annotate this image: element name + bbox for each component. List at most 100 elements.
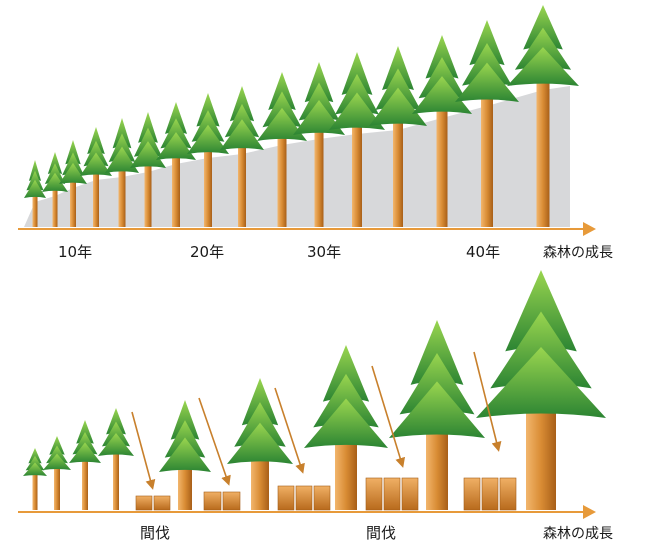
thinning-label-1: 間伐 [140,524,170,542]
tree-trunk [54,462,60,510]
tree-foliage-tier [138,112,158,143]
tree [304,345,388,510]
tree-foliage-tier [389,381,485,438]
tree-foliage-tier [229,86,255,122]
tree-foliage-tier [49,436,65,455]
tree-trunk [82,455,88,510]
tree [23,448,47,510]
tree-trunk [93,168,99,227]
tree-trunk [526,410,556,510]
top-axis-arrowhead [583,222,596,236]
tree-foliage-tier [112,118,132,149]
tree-trunk [144,160,152,227]
bottom-panel: 間伐 間伐 森林の成長 [18,270,613,542]
tree-foliage-tier [156,132,196,160]
log-block [153,495,171,511]
tree-foliage-tier [59,162,87,184]
tree-foliage-tier [76,420,94,444]
tree-foliage-tier [159,437,211,472]
tree [105,118,139,227]
tree-foliage-tier [425,35,459,79]
tree-trunk [314,127,324,227]
year-label-10: 10年 [58,243,92,261]
tree [227,378,293,510]
tree [43,436,71,510]
tree-foliage-tier [165,102,187,134]
log-block [401,477,419,511]
thinning-arrow [198,397,231,486]
tree-foliage-tier [304,62,334,103]
tree-trunk [70,176,76,227]
tree [80,127,112,227]
tree-trunk [118,165,126,227]
tree-trunk [335,440,357,510]
tree [455,20,519,227]
tree-trunk [172,152,180,227]
thinning-arrow [371,365,406,468]
log-block [277,485,295,511]
log-block [481,477,499,511]
tree-foliage-tier [187,124,229,154]
tree-foliage-tier [455,62,519,102]
log-block [463,477,481,511]
log-block [222,491,241,511]
log-block [499,477,517,511]
tree [69,420,101,510]
tree-trunk [251,456,269,510]
tree-foliage-tier [69,442,101,463]
log-block [135,495,153,511]
tree-foliage-tier [80,152,112,176]
tree-trunk [393,118,403,227]
tree-trunk [481,94,493,227]
thinning-label-2: 間伐 [366,524,396,542]
tree [24,160,46,227]
bottom-axis-arrowhead [583,505,596,519]
tree [389,320,485,510]
tree-trunk [277,133,287,227]
tree-foliage-tier [268,72,296,110]
tree-trunk [32,468,38,510]
tree-foliage-tier [507,47,579,86]
tree-foliage-tier [505,270,577,352]
tree-foliage-tier [241,378,279,426]
bottom-axis-label: 森林の成長 [543,526,613,542]
tree [159,400,211,510]
tree-trunk [352,122,362,227]
tree-foliage-tier [369,87,427,126]
thinning-arrow [473,351,502,452]
tree [369,46,427,227]
tree-trunk [426,430,448,510]
tree-foliage-tier [341,52,373,95]
tree-foliage-tier [42,172,68,192]
tree-foliage-tier [47,152,63,174]
tree-foliage-tier [410,320,464,385]
log-block [313,485,331,511]
tree-trunk [52,184,58,227]
tree [257,72,307,227]
top-axis-label: 森林の成長 [543,245,613,261]
tree-foliage-tier [523,5,563,50]
tree-foliage-tier [476,346,606,418]
log-block [295,485,313,511]
tree-foliage-tier [106,408,126,435]
tree-trunk [113,448,119,510]
tree-foliage-tier [65,140,81,165]
tree-foliage-tier [469,20,505,66]
tree [329,52,385,227]
year-label-20: 20年 [190,243,224,261]
tree [187,93,229,227]
tree-foliage-tier [105,146,139,173]
tree-trunk [32,190,38,227]
top-panel: 10年 20年 30年 40年 森林の成長 [18,5,613,261]
tree [59,140,87,227]
tree-foliage-tier [304,398,388,448]
tree [98,408,134,510]
tree-trunk [436,106,448,227]
tree-foliage-tier [130,141,166,168]
tree-foliage-tier [382,46,414,90]
year-label-40: 40年 [466,243,500,261]
tree-foliage-tier [412,76,472,114]
tree-foliage-tier [257,107,307,141]
tree-foliage-tier [24,179,46,198]
